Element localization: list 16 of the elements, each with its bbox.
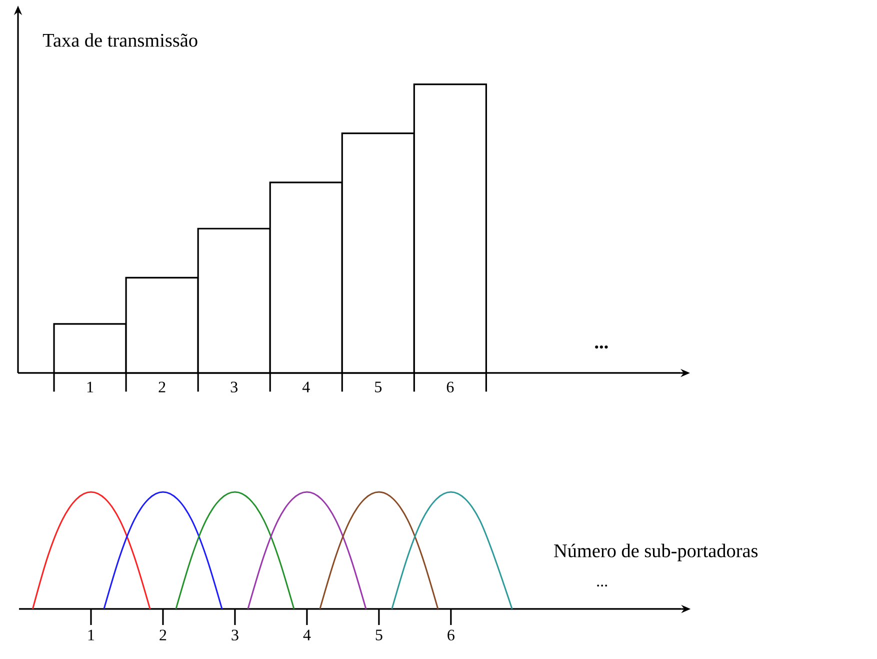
text: ... [595, 345, 608, 349]
x-tick-label: 1 [88, 630, 94, 640]
x-tick-label: 2 [160, 630, 166, 640]
y-axis-title: Taxa de transmissão [42, 33, 198, 47]
annotation: ... [597, 584, 608, 587]
x-tick-label: 6 [446, 382, 454, 392]
x-tick-label: 1 [87, 382, 94, 392]
x-axis-title: Número de sub-portadoras [554, 544, 758, 562]
x-tick-label: 3 [230, 382, 238, 392]
x-tick-label: 4 [303, 630, 311, 640]
x-tick-label: 4 [302, 382, 310, 392]
x-tick-label: 3 [232, 630, 238, 640]
x-tick-label: 5 [375, 382, 382, 392]
x-tick-label: 6 [448, 630, 454, 640]
x-tick-label: 5 [376, 630, 382, 640]
x-tick-label: 2 [158, 382, 166, 392]
